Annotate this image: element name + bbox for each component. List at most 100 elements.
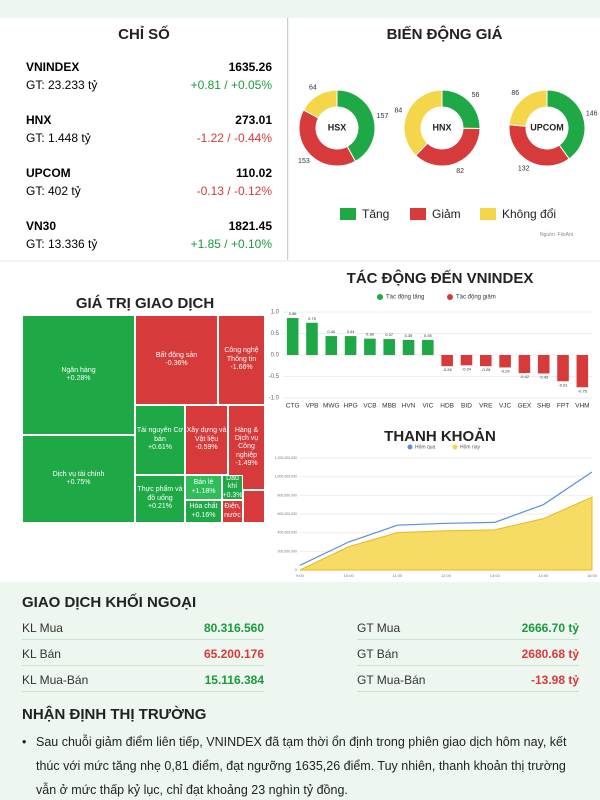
index-name: VNINDEX [26,60,80,74]
cell-label: Thực phẩm và đồ uống [137,486,183,502]
foreign-row: KL Mua-Bán 15.116.384 [22,668,264,692]
cell-change: -1.66% [230,364,253,372]
legend-dot [377,294,383,300]
index-name: HNX [26,113,52,127]
legend-label: Tăng [362,207,389,221]
row-label: KL Mua [22,620,63,635]
title: THANH KHOẢN [384,428,496,445]
paragraph: • Sau chuỗi giảm điểm liên tiếp, VNINDEX … [22,735,567,797]
exchange-name: HNX [432,122,451,132]
bar [344,336,357,355]
x-tick-label: 14:00 [538,573,549,578]
row-label: KL Mua-Bán [22,672,89,687]
cell-label: Ngân hàng [61,366,96,374]
x-tick-label: VCB [363,403,376,410]
x-tick-label: 11:00 [392,573,402,578]
index-gt: GT: 23.233 tỷ [26,78,98,92]
bar [460,355,473,366]
value-label: 0.86 [289,311,298,316]
x-tick-label: MWG [323,403,340,410]
index-card: HNX 273.01 GT: 1.448 tỷ -1.22 / -0.44% [20,109,278,153]
treemap-cell: Hàng & Dịch vụ Công nghiệp -1.49% [228,405,265,490]
index-change: -0.13 / -0.12% [196,184,272,198]
row-value: 65.200.176 [203,646,264,661]
donut-hole [421,107,463,149]
row-value: 2666.70 tỷ [521,620,579,635]
cell-label: Xây dựng và Vật liệu [186,427,227,443]
cell-change: +0.3% [222,491,243,499]
source: Nguồn: FiinAnt [540,232,574,238]
x-tick-label: VPB [305,403,318,410]
foreign-row: GT Mua-Bán -13.98 tỷ [357,668,579,692]
title: NHẬN ĐỊNH THỊ TRƯỜNG [22,706,207,723]
donut-label: 86 [511,90,519,97]
row-label: GT Bán [357,646,399,661]
x-tick-label: HVN [402,403,416,410]
index-value: 1821.45 [228,219,272,233]
cell-label: Bất động sản [155,351,198,359]
value-label: -0.26 [443,367,453,372]
donut-hole [526,107,568,149]
value-label: 0.44 [347,329,356,334]
line [299,471,593,566]
cell-change: +0.28% [66,375,91,382]
bar [479,355,492,367]
treemap-cell: Dầu khí +0.3% [222,475,243,500]
treemap-cell: Điện, nước [222,500,243,523]
cell-change: +0.61% [148,444,172,452]
value-label: 0.35 [405,333,414,338]
value-label: 0.35 [424,333,433,338]
row-value: 80.316.560 [203,620,264,635]
treemap-cell: Xây dựng và Vật liệu -0.59% [185,405,228,475]
x-tick-label: GEX [518,403,532,410]
treemap-cell: Ngân hàng +0.28% [22,315,135,435]
value-label: -0.43 [539,375,549,380]
bar [576,355,589,388]
bar [286,318,299,355]
index-gt: GT: 1.448 tỷ [26,131,91,145]
treemap-cell: Bán lẻ +1.18% [185,475,222,500]
value-label: 0.75 [308,316,317,321]
index-value: 110.02 [235,166,272,180]
x-tick-label: 12:00 [441,573,452,578]
cell-label: Hóa chất [189,503,218,511]
y-tick-label: -1.0 [269,396,280,402]
index-value: 1635.26 [228,60,272,74]
x-tick-label: VIC [422,403,433,410]
y-tick-label: 800,000,000 [278,493,298,497]
value-label: -0.26 [481,367,491,372]
cell-change: +0.21% [148,503,172,511]
y-tick-label: -0.5 [269,374,280,380]
foreign-row: GT Bán 2680.68 tỷ [357,642,579,666]
index-card: UPCOM 110.02 GT: 402 tỷ -0.13 / -0.12% [20,162,278,206]
donut-label: 84 [394,107,402,114]
x-tick-label: HDB [440,403,454,410]
y-tick-label: 0.5 [271,331,280,337]
cell-label: Công nghệ Thông tin [224,347,259,363]
y-tick-label: 0 [295,568,297,572]
area [299,496,593,571]
title: BIẾN ĐỘNG GIÁ [386,26,503,43]
donut-hole [316,107,358,149]
y-tick-label: 1,000,000,000 [275,475,297,479]
row-label: GT Mua [357,620,401,635]
cell-label: Dịch vụ tài chính [52,470,105,478]
x-tick-label: 9:00 [296,573,305,578]
legend-label: Hôm nay [460,444,481,450]
index-name: VN30 [26,219,57,233]
bar [499,355,511,368]
title: GIAO DỊCH KHỐI NGOẠI [22,594,197,611]
legend-swatch [410,208,426,220]
title: CHỈ SỐ [118,26,170,43]
x-tick-label: VRE [479,403,493,410]
legend-dot [407,444,413,450]
index-name: UPCOM [26,166,71,180]
value-label: -0.61 [558,382,568,387]
value-label: -0.75 [578,388,588,393]
exchange-name: UPCOM [530,122,564,132]
donut-label: 146 [586,110,598,117]
cell-change: +0.75% [66,479,91,486]
bar [325,336,338,355]
value-label: 0.38 [366,332,375,337]
